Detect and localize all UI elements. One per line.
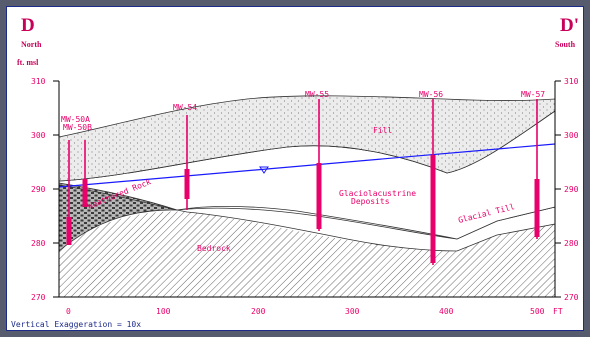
y-tick-right: 310: [564, 77, 579, 86]
unit-label-fill: Fill: [373, 126, 392, 135]
y-tick-left: 310: [31, 77, 46, 86]
y-tick-right: 270: [564, 293, 579, 302]
x-tick: 300: [345, 307, 360, 316]
y-tick-right: 280: [564, 239, 579, 248]
water-table-symbol: [259, 166, 269, 174]
water-table-line: [58, 143, 556, 188]
y-tick-right: 300: [564, 131, 579, 140]
cross-section-svg: MW-50A MW-50B MW-54 MW-55 MW-56: [11, 15, 579, 329]
well-mw-56: MW-56: [419, 90, 443, 265]
direction-left: North: [21, 40, 42, 49]
direction-right: South: [555, 40, 576, 49]
section-right-letter: D': [560, 15, 579, 36]
well-mw-50b: MW-50B: [63, 123, 92, 207]
well-mw-54: MW-54: [173, 103, 197, 210]
bedrock-unit: [59, 211, 555, 297]
unit-label-glacio2: Deposits: [351, 197, 390, 206]
elevation-unit: ft. msl: [17, 58, 39, 67]
well-mw-55: MW-55: [305, 90, 329, 231]
well-label: MW-54: [173, 103, 197, 112]
cross-section-panel: MW-50A MW-50B MW-54 MW-55 MW-56: [6, 6, 584, 331]
axes: [53, 80, 561, 298]
x-tick: 500: [530, 307, 545, 316]
unit-label-bedrock: Bedrock: [197, 244, 231, 253]
y-tick-left: 270: [31, 293, 46, 302]
y-tick-left: 280: [31, 239, 46, 248]
y-tick-right: 290: [564, 185, 579, 194]
y-tick-left: 300: [31, 131, 46, 140]
well-label: MW-57: [521, 90, 545, 99]
x-tick: 400: [439, 307, 454, 316]
unit-label-glacio1: Glaciolacustrine: [339, 189, 416, 198]
well-label: MW-50B: [63, 123, 92, 132]
x-tick: 200: [251, 307, 266, 316]
vertical-exaggeration-note: Vertical Exaggeration = 10x: [11, 320, 141, 329]
well-mw-50a: MW-50A: [61, 115, 90, 245]
x-tick: 0: [66, 307, 71, 316]
x-tick: 100: [156, 307, 171, 316]
well-mw-57: MW-57: [521, 90, 545, 239]
well-label: MW-56: [419, 90, 443, 99]
section-left-letter: D: [21, 15, 35, 36]
fill-contact-line: [58, 184, 178, 211]
y-tick-left: 290: [31, 185, 46, 194]
distance-unit: FT: [553, 307, 563, 316]
well-label: MW-55: [305, 90, 329, 99]
well-label: MW-50A: [61, 115, 90, 124]
